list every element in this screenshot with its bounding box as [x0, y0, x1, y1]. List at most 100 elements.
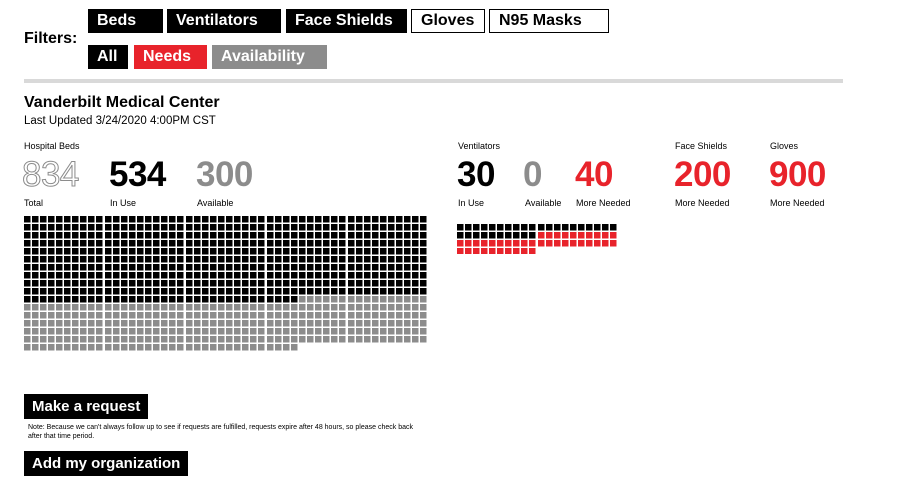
beds-waffle-in-use-cell: [283, 264, 290, 271]
ventilators-waffle-needed-cell: [610, 232, 617, 239]
ventilators-waffle-needed-cell: [465, 240, 472, 247]
beds-waffle-available-cell: [88, 328, 95, 335]
beds-waffle-in-use-cell: [364, 240, 371, 247]
beds-waffle-available-cell: [105, 304, 112, 311]
filter-chip-gloves[interactable]: Gloves: [411, 9, 485, 33]
beds-waffle-in-use-cell: [267, 240, 274, 247]
beds-waffle-in-use-cell: [169, 232, 176, 239]
beds-waffle-available-cell: [388, 312, 395, 319]
ventilators-waffle-needed-cell: [513, 248, 520, 254]
ventilators-waffle-in-use-cell: [521, 232, 528, 239]
beds-waffle-in-use-cell: [177, 296, 184, 303]
beds-waffle-available-cell: [372, 312, 379, 319]
beds-waffle-available-cell: [153, 320, 160, 327]
beds-waffle-in-use-cell: [412, 256, 419, 263]
beds-waffle-in-use-cell: [250, 224, 257, 231]
filters-label: Filters:: [24, 30, 78, 47]
beds-waffle-available-cell: [137, 304, 144, 311]
filter-chip-n95-masks[interactable]: N95 Masks: [489, 9, 609, 33]
ventilators-waffle-needed-cell: [457, 240, 464, 247]
beds-waffle-in-use-cell: [291, 232, 298, 239]
beds-waffle-in-use-cell: [283, 272, 290, 279]
beds-waffle-in-use-cell: [96, 296, 103, 303]
beds-waffle-in-use-cell: [234, 256, 241, 263]
beds-available-value: 300: [196, 155, 253, 194]
filter-chip-needs[interactable]: Needs: [134, 45, 207, 69]
beds-waffle-available-cell: [396, 336, 403, 343]
ventilators-waffle-needed-cell: [538, 232, 545, 239]
ventilators-waffle-chart: [457, 224, 617, 254]
ventilators-waffle-needed-cell: [570, 232, 577, 239]
beds-waffle-available-cell: [210, 328, 217, 335]
beds-waffle-in-use-cell: [186, 296, 193, 303]
beds-waffle-in-use-cell: [283, 288, 290, 295]
beds-waffle-available-cell: [339, 296, 346, 303]
beds-waffle-available-cell: [323, 312, 330, 319]
beds-waffle-in-use-cell: [396, 256, 403, 263]
beds-waffle-available-cell: [48, 328, 55, 335]
beds-waffle-available-cell: [388, 328, 395, 335]
beds-waffle-available-cell: [412, 320, 419, 327]
beds-waffle-in-use-cell: [186, 224, 193, 231]
beds-waffle-available-cell: [323, 328, 330, 335]
beds-waffle-in-use-cell: [56, 240, 63, 247]
beds-waffle-in-use-cell: [364, 288, 371, 295]
beds-waffle-in-use-cell: [356, 248, 363, 255]
beds-waffle-available-cell: [145, 320, 152, 327]
beds-waffle-in-use-cell: [420, 240, 427, 247]
beds-waffle-in-use-cell: [283, 216, 290, 223]
beds-waffle-in-use-cell: [315, 248, 322, 255]
beds-waffle-in-use-cell: [121, 224, 128, 231]
ventilators-waffle-in-use-cell: [457, 224, 464, 231]
add-organization-button[interactable]: Add my organization: [24, 451, 189, 476]
filter-chip-availability[interactable]: Availability: [212, 45, 327, 69]
beds-waffle-in-use-cell: [161, 248, 168, 255]
filter-chip-beds[interactable]: Beds: [88, 9, 163, 33]
beds-waffle-in-use-cell: [113, 240, 120, 247]
beds-waffle-in-use-cell: [299, 248, 306, 255]
beds-waffle-available-cell: [315, 328, 322, 335]
beds-waffle-in-use-cell: [331, 288, 338, 295]
beds-waffle-in-use-cell: [64, 288, 71, 295]
ventilators-waffle-needed-cell: [505, 248, 512, 254]
request-note: Note: Because we can't always follow up …: [28, 424, 413, 440]
ventilators-waffle-needed-cell: [473, 240, 480, 247]
beds-waffle-in-use-cell: [24, 216, 31, 223]
beds-waffle-available-cell: [137, 312, 144, 319]
beds-waffle-in-use-cell: [210, 264, 217, 271]
beds-waffle-in-use-cell: [186, 256, 193, 263]
beds-waffle-available-cell: [283, 320, 290, 327]
beds-waffle-in-use-cell: [258, 232, 265, 239]
beds-waffle-available-cell: [161, 304, 168, 311]
beds-waffle-in-use-cell: [48, 264, 55, 271]
beds-waffle-in-use-cell: [129, 256, 136, 263]
filter-chip-face-shields[interactable]: Face Shields: [286, 9, 407, 33]
beds-waffle-available-cell: [194, 312, 201, 319]
filter-chip-all[interactable]: All: [88, 45, 128, 69]
beds-waffle-in-use-cell: [24, 256, 31, 263]
beds-waffle-available-cell: [169, 320, 176, 327]
beds-waffle-available-cell: [121, 336, 128, 343]
ventilators-waffle-needed-cell: [562, 240, 569, 247]
beds-waffle-available-cell: [169, 312, 176, 319]
make-request-button[interactable]: Make a request: [24, 394, 149, 419]
beds-waffle-available-cell: [420, 312, 427, 319]
beds-waffle-in-use-cell: [210, 240, 217, 247]
beds-waffle-available-cell: [331, 304, 338, 311]
beds-waffle-in-use-cell: [218, 256, 225, 263]
beds-waffle-in-use-cell: [40, 296, 47, 303]
beds-waffle-available-cell: [267, 304, 274, 311]
beds-waffle-in-use-cell: [258, 264, 265, 271]
beds-waffle-available-cell: [153, 304, 160, 311]
beds-waffle-available-cell: [88, 312, 95, 319]
beds-waffle-available-cell: [186, 320, 193, 327]
beds-waffle-in-use-cell: [169, 272, 176, 279]
beds-waffle-in-use-cell: [234, 272, 241, 279]
beds-waffle-available-cell: [339, 304, 346, 311]
beds-waffle-in-use-cell: [396, 240, 403, 247]
beds-waffle-in-use-cell: [242, 240, 249, 247]
filter-chip-ventilators[interactable]: Ventilators: [167, 9, 281, 33]
beds-waffle-in-use-cell: [56, 296, 63, 303]
beds-waffle-available-cell: [291, 320, 298, 327]
beds-waffle-in-use-cell: [113, 216, 120, 223]
